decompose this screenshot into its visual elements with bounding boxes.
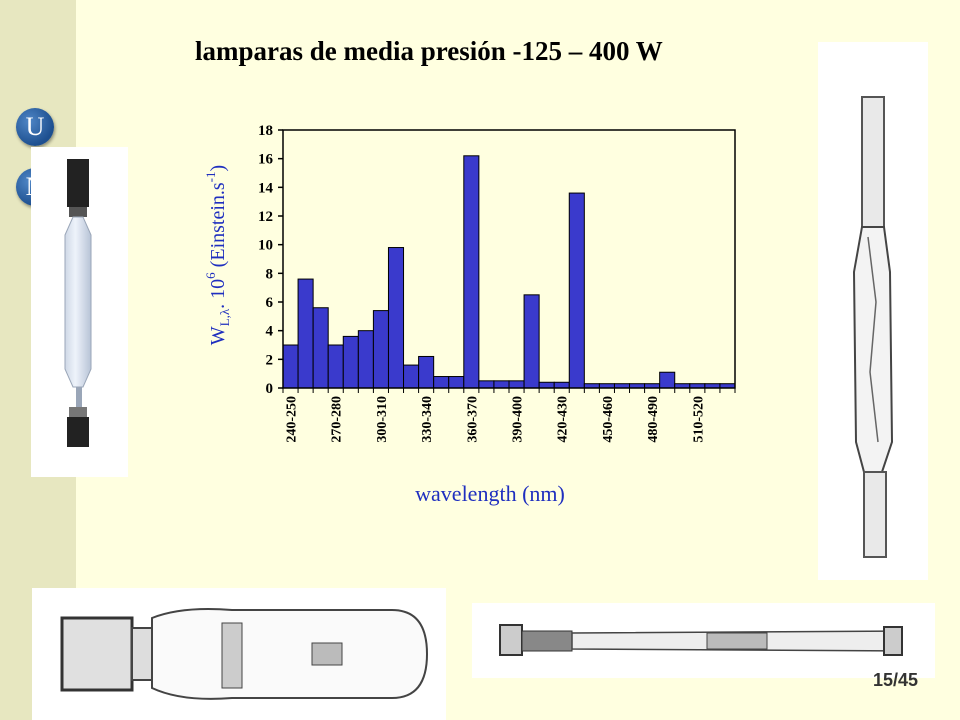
bar-9	[418, 355, 435, 389]
slide-title: lamparas de media presión -125 – 400 W	[195, 36, 663, 66]
lamp-sketch-bottom-right	[499, 624, 903, 656]
bar-2	[312, 307, 329, 389]
x-tick-label-8: 480-490	[646, 396, 661, 443]
bar-25	[659, 371, 676, 389]
spectral-bar-chart: 0 2 4 6 8 10 12 14 16 18 240-250 270-280 300-310 330-…	[203, 123, 736, 506]
y-tick-label-0: 0	[266, 381, 274, 397]
bar-17	[538, 381, 555, 389]
y-tick-label-4: 8	[266, 266, 274, 282]
bar-10	[433, 376, 450, 389]
lamp-drawing-vertical-right	[818, 42, 928, 580]
y-tick-label-2: 4	[266, 324, 274, 340]
university-logo-u: U	[16, 108, 54, 146]
bar-4	[342, 335, 359, 389]
x-tick-label-2: 300-310	[375, 396, 390, 443]
x-tick-label-1: 270-280	[330, 396, 345, 443]
x-axis-label: wavelength (nm)	[415, 481, 565, 506]
bar-1	[297, 278, 314, 389]
x-tick-label-6: 420-430	[556, 396, 571, 443]
lamp-photo-vertical-left	[31, 147, 128, 477]
bar-18	[553, 381, 570, 389]
y-tick-label-9: 18	[258, 123, 273, 139]
bar-5	[357, 330, 374, 389]
bar-16	[523, 294, 540, 389]
bar-14	[493, 380, 510, 389]
y-tick-label-3: 6	[266, 295, 274, 311]
y-tick-label-6: 12	[258, 209, 273, 225]
x-tick-label-7: 450-460	[601, 396, 616, 443]
bar-6	[372, 310, 389, 389]
lamp-drawing-bottom-right	[472, 603, 935, 678]
bar-0	[282, 344, 299, 389]
bar-19	[568, 192, 585, 389]
y-tick-label-8: 16	[258, 152, 274, 168]
x-tick-label-4: 360-370	[465, 396, 480, 443]
bar-15	[508, 380, 525, 389]
bar-12	[463, 155, 480, 389]
lamp-sketch-right	[852, 96, 894, 558]
y-axis-label: WL,λ. 106 (Einstein.s-1)	[203, 165, 232, 345]
lamp-drawing-bottom-left	[32, 588, 446, 720]
page-number: 15/45	[873, 670, 919, 690]
x-tick-label-5: 390-400	[511, 396, 526, 443]
x-tick-label-0: 240-250	[285, 396, 300, 443]
y-tick-label-7: 14	[258, 180, 274, 196]
x-tick-label-3: 330-340	[420, 396, 435, 443]
lamp-sketch-bottom-left	[60, 608, 429, 700]
bar-3	[327, 344, 344, 389]
y-tick-label-1: 2	[266, 352, 274, 368]
bar-11	[448, 376, 465, 389]
bar-7	[387, 247, 405, 389]
lamp-illustration-left	[64, 159, 92, 447]
y-tick-label-5: 10	[258, 238, 273, 254]
x-tick-label-9: 510-520	[691, 396, 706, 443]
bar-8	[403, 364, 420, 389]
bar-13	[478, 380, 495, 389]
